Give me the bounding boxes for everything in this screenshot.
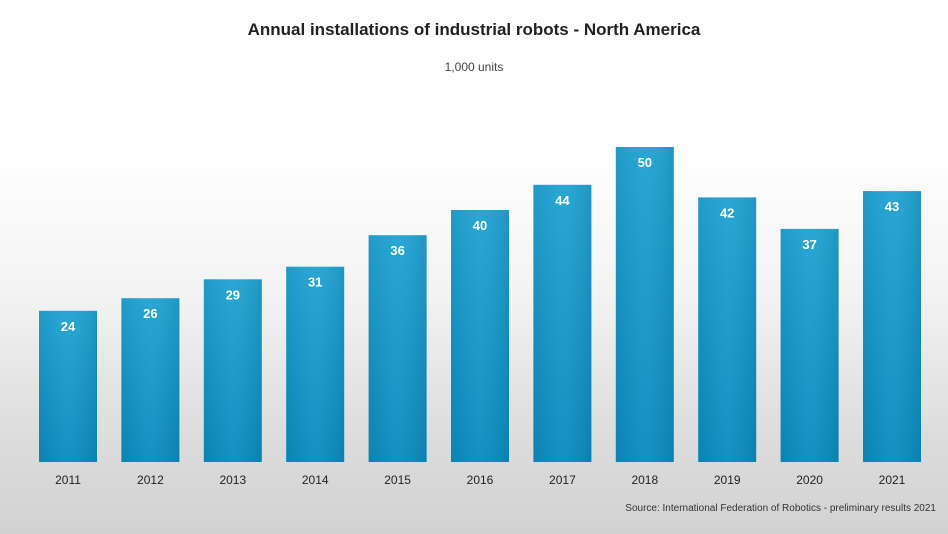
- data-label-2018: 50: [638, 155, 652, 170]
- bar-shade-2014: [286, 266, 345, 462]
- bar-shade-2021: [863, 191, 921, 462]
- x-tick-2013: 2013: [219, 473, 246, 487]
- x-tick-2020: 2020: [796, 473, 823, 487]
- x-tick-2012: 2012: [137, 473, 164, 487]
- x-tick-2018: 2018: [631, 473, 658, 487]
- data-labels-layer: 24 26 29 31 36 40 44 50 42 37 43: [61, 155, 899, 334]
- x-tick-2021: 2021: [879, 473, 906, 487]
- bar-shade-2013: [203, 279, 262, 462]
- data-label-2015: 36: [390, 243, 404, 258]
- bars-layer: [39, 147, 921, 463]
- x-tick-2017: 2017: [549, 473, 576, 487]
- bar-shade-2017: [533, 184, 592, 463]
- x-tick-2019: 2019: [714, 473, 741, 487]
- data-label-2019: 42: [720, 205, 734, 220]
- data-label-2021: 43: [885, 199, 899, 214]
- bar-shade-2012: [121, 298, 180, 462]
- chart-source-note: Source: International Federation of Robo…: [625, 503, 936, 514]
- bar-shade-2020: [780, 228, 839, 462]
- bar-shade-2019: [698, 197, 757, 462]
- bar-shade-2011: [39, 310, 97, 462]
- bar-shade-2016: [451, 210, 509, 462]
- chart-subtitle: 1,000 units: [444, 60, 504, 74]
- bar-shade-2015: [368, 235, 427, 462]
- x-tick-labels-layer: 2011 2012 2013 2014 2015 2016 2017 2018 2019 2020…: [55, 473, 906, 487]
- data-label-2011: 24: [61, 319, 76, 334]
- chart-title: Annual installations of industrial robot…: [247, 20, 701, 39]
- x-tick-2015: 2015: [384, 473, 411, 487]
- bar-shade-2018: [615, 147, 674, 462]
- data-label-2013: 29: [226, 287, 240, 302]
- data-label-2017: 44: [555, 193, 570, 208]
- data-label-2016: 40: [473, 218, 487, 233]
- data-label-2012: 26: [143, 306, 157, 321]
- x-tick-2016: 2016: [467, 473, 494, 487]
- x-tick-2011: 2011: [55, 473, 81, 487]
- x-tick-2014: 2014: [302, 473, 329, 487]
- data-label-2020: 37: [802, 237, 816, 252]
- data-label-2014: 31: [308, 275, 322, 290]
